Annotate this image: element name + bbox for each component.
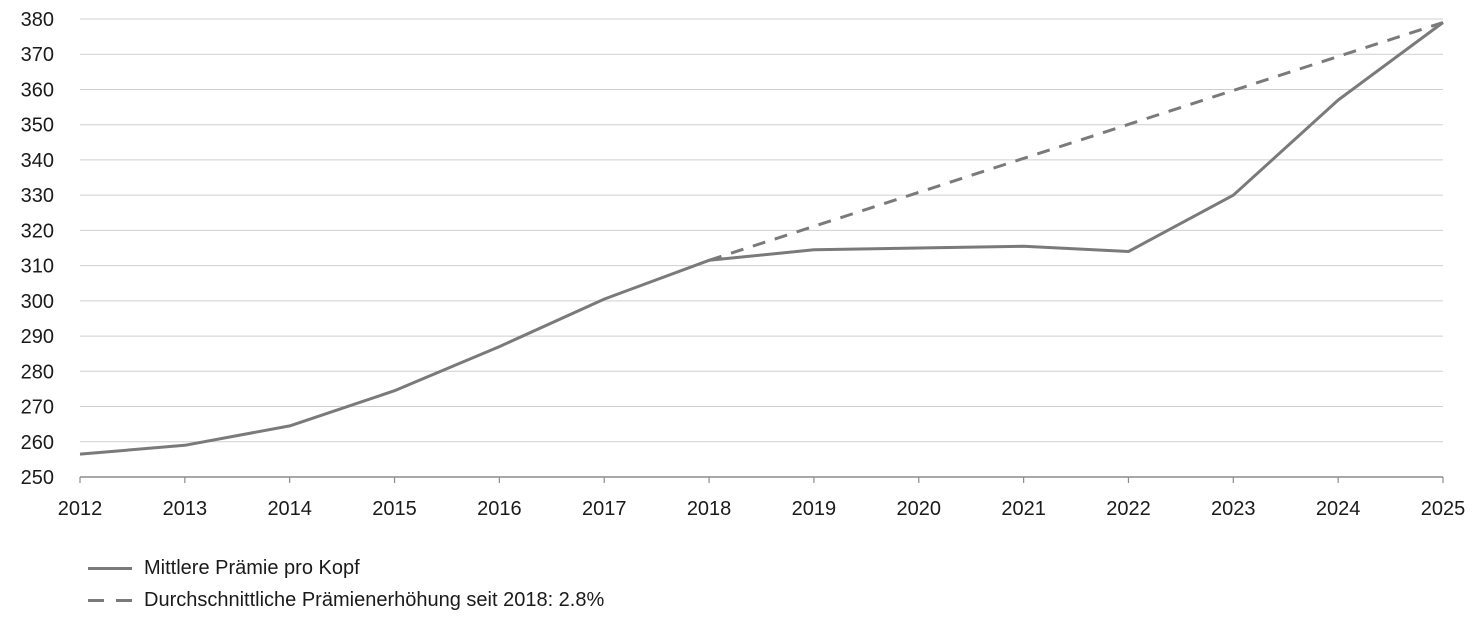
x-tick-label: 2014 xyxy=(267,498,312,520)
y-tick-label: 330 xyxy=(21,185,54,207)
legend-item-solid: Mittlere Prämie pro Kopf xyxy=(88,552,604,584)
x-tick-label: 2024 xyxy=(1316,498,1361,520)
y-tick-label: 290 xyxy=(21,326,54,348)
legend: Mittlere Prämie pro Kopf Durchschnittlic… xyxy=(88,552,604,616)
x-tick-label: 2021 xyxy=(1001,498,1046,520)
x-tick-label: 2022 xyxy=(1106,498,1151,520)
y-tick-label: 250 xyxy=(21,467,54,489)
x-tick-label: 2025 xyxy=(1421,498,1466,520)
series-line-durchschnittliche-erhoehung xyxy=(708,21,1444,262)
series-lines xyxy=(79,21,1444,456)
legend-swatch-solid xyxy=(88,566,132,570)
y-tick-label: 310 xyxy=(21,256,54,278)
legend-label-dashed: Durchschnittliche Prämienerhöhung seit 2… xyxy=(144,588,605,611)
legend-label-solid: Mittlere Prämie pro Kopf xyxy=(144,556,360,579)
series-line-mittlere-praemie xyxy=(79,21,1444,456)
y-tick-label: 320 xyxy=(21,220,54,242)
y-tick-label: 350 xyxy=(21,115,54,137)
y-tick-label: 260 xyxy=(21,432,54,454)
legend-swatch-dashed xyxy=(88,598,132,602)
gridlines xyxy=(80,18,1443,478)
x-tick-label: 2018 xyxy=(687,498,732,520)
x-tick-label: 2023 xyxy=(1211,498,1256,520)
y-tick-label: 380 xyxy=(21,9,54,31)
x-tick-label: 2019 xyxy=(792,498,837,520)
x-tick-label: 2013 xyxy=(163,498,208,520)
x-tick-label: 2015 xyxy=(372,498,417,520)
legend-item-dashed: Durchschnittliche Prämienerhöhung seit 2… xyxy=(88,584,604,616)
line-chart: 250 260 270 280 290 300 310 320 330 340 350 360 370 3… xyxy=(21,9,1466,520)
y-tick-label: 370 xyxy=(21,44,54,66)
x-tick-label: 2017 xyxy=(582,498,627,520)
y-tick-label: 300 xyxy=(21,291,54,313)
x-tick-label: 2012 xyxy=(58,498,103,520)
y-axis-ticks: 250 260 270 280 290 300 310 320 330 340 350 360 370 3… xyxy=(21,9,54,489)
y-tick-label: 280 xyxy=(21,361,54,383)
y-tick-label: 270 xyxy=(21,397,54,419)
y-tick-label: 340 xyxy=(21,150,54,172)
x-tick-label: 2016 xyxy=(477,498,522,520)
x-tick-label: 2020 xyxy=(897,498,942,520)
y-tick-label: 360 xyxy=(21,79,54,101)
x-axis-ticks: 2012 2013 2014 2015 2016 2017 2018 2019 2020 2021… xyxy=(58,477,1466,520)
